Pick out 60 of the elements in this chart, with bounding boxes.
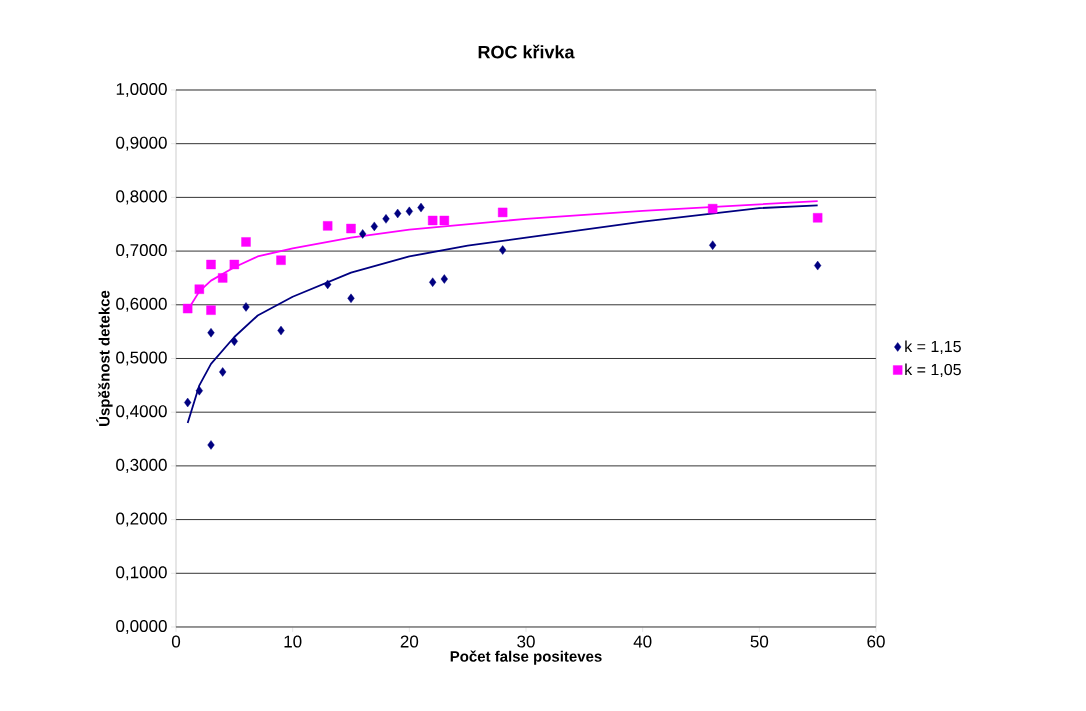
point <box>440 274 448 284</box>
point <box>242 302 250 312</box>
point <box>812 213 823 223</box>
point <box>277 325 285 336</box>
x-tick-label: 50 <box>750 635 769 648</box>
point <box>206 305 216 315</box>
x-tick-label: 30 <box>517 635 535 648</box>
point <box>709 240 717 250</box>
point <box>427 215 438 226</box>
y-tick-label: 1,0000 <box>116 82 167 98</box>
x-tick-label: 60 <box>867 635 885 648</box>
point <box>814 260 822 271</box>
y-tick-label: 0,0000 <box>116 619 167 635</box>
point <box>405 206 413 217</box>
point <box>194 284 205 294</box>
y-tick-label: 0,5000 <box>116 351 167 366</box>
x-tick-label: 10 <box>284 635 302 648</box>
line-series <box>186 204 819 424</box>
point <box>497 207 508 218</box>
y-tick-label: 0,4000 <box>116 405 167 420</box>
y-tick-label: 0,9000 <box>116 136 167 151</box>
y-tick-label: 0,2000 <box>116 512 167 527</box>
point <box>206 259 216 270</box>
point <box>382 214 390 224</box>
point <box>195 386 203 396</box>
point <box>346 223 356 234</box>
x-tick-label: 0 <box>171 635 181 648</box>
x-tick-label: 40 <box>633 635 652 648</box>
point <box>322 221 333 231</box>
point <box>276 255 286 265</box>
point <box>394 208 402 219</box>
point <box>182 303 193 314</box>
legend-label: k = 1,15 <box>905 340 961 355</box>
point <box>241 237 251 247</box>
point <box>347 293 355 304</box>
point <box>707 203 718 214</box>
y-tick-label: 0,7000 <box>116 244 167 259</box>
point <box>324 279 332 290</box>
y-tick-label: 0,1000 <box>116 566 167 581</box>
point <box>184 397 192 408</box>
point <box>207 328 215 338</box>
y-tick-label: 0,3000 <box>116 458 167 473</box>
point <box>499 245 507 255</box>
y-tick-label: 0,8000 <box>116 190 167 205</box>
x-tick-label: 20 <box>400 635 419 648</box>
chart-title: ROC křivka <box>478 44 575 59</box>
x-axis-title: Počet false positeves <box>450 650 602 665</box>
y-axis-title: Úspěšnost detekce <box>96 290 113 426</box>
point <box>230 336 238 346</box>
point <box>429 277 437 287</box>
point <box>439 215 450 226</box>
point <box>207 440 215 450</box>
point <box>217 273 228 283</box>
point <box>229 259 240 270</box>
point <box>359 229 367 239</box>
point <box>370 221 378 232</box>
point <box>219 367 227 377</box>
point <box>417 202 425 213</box>
y-tick-label: 0,6000 <box>116 297 167 312</box>
legend-label: k = 1,05 <box>905 363 961 378</box>
